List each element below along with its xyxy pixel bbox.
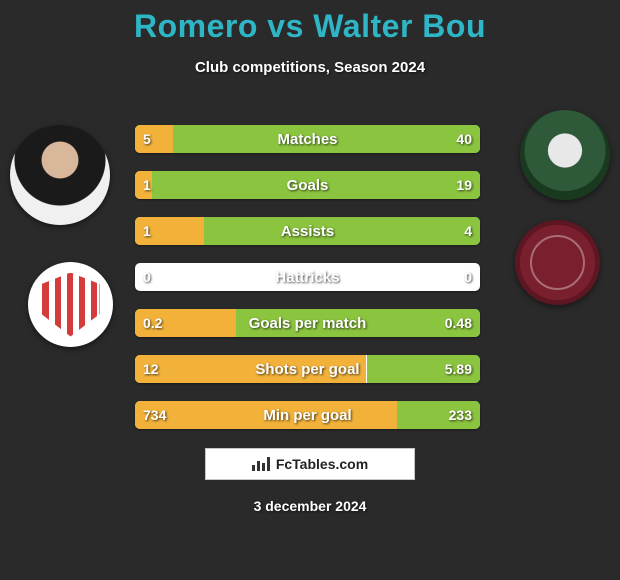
player2-club-badge — [515, 220, 600, 305]
stat-row: Shots per goal125.89 — [135, 355, 480, 383]
bar-right-fill — [397, 401, 480, 429]
player1-avatar — [10, 125, 110, 225]
bar-right-fill — [173, 125, 480, 153]
bar-right-fill — [204, 217, 480, 245]
source-badge: FcTables.com — [205, 448, 415, 480]
vs-text: vs — [267, 8, 304, 44]
stat-row: Matches540 — [135, 125, 480, 153]
bar-right-fill — [152, 171, 480, 199]
player2-name: Walter Bou — [313, 8, 486, 44]
bar-track — [135, 355, 480, 383]
player1-name: Romero — [134, 8, 258, 44]
bar-left-fill — [135, 217, 204, 245]
title-block: Romero vs Walter Bou Club competitions, … — [0, 0, 620, 76]
footer-date: 3 december 2024 — [254, 498, 367, 514]
source-text: FcTables.com — [276, 456, 368, 472]
bar-left-fill — [135, 401, 397, 429]
player1-club-badge — [28, 262, 113, 347]
stat-row: Hattricks00 — [135, 263, 480, 291]
bar-track — [135, 217, 480, 245]
bar-left-fill — [135, 309, 236, 337]
bar-track — [135, 401, 480, 429]
player2-avatar — [520, 110, 610, 200]
comparison-title: Romero vs Walter Bou — [0, 8, 620, 45]
stat-row: Goals per match0.20.48 — [135, 309, 480, 337]
chart-icon — [252, 457, 270, 471]
bar-track — [135, 171, 480, 199]
bar-track — [135, 309, 480, 337]
bar-right-fill — [367, 355, 481, 383]
subtitle: Club competitions, Season 2024 — [0, 59, 620, 76]
stat-row: Min per goal734233 — [135, 401, 480, 429]
stats-bars: Matches540 Goals119 Assists14 Hattricks00 Go… — [135, 125, 480, 447]
stat-row: Assists14 — [135, 217, 480, 245]
bar-left-fill — [135, 355, 366, 383]
bar-left-fill — [135, 171, 152, 199]
bar-track — [135, 125, 480, 153]
stat-row: Goals119 — [135, 171, 480, 199]
bar-track — [135, 263, 480, 291]
bar-right-fill — [236, 309, 480, 337]
bar-left-fill — [135, 125, 173, 153]
